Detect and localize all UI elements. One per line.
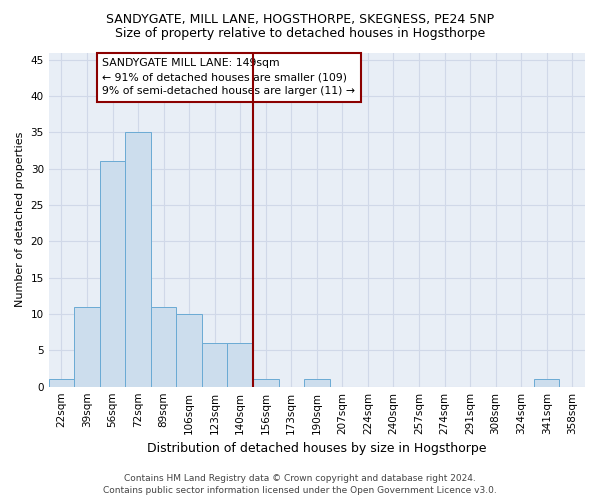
- Bar: [227, 343, 253, 386]
- Bar: [534, 380, 559, 386]
- Bar: [49, 380, 74, 386]
- Text: SANDYGATE MILL LANE: 149sqm
← 91% of detached houses are smaller (109)
9% of sem: SANDYGATE MILL LANE: 149sqm ← 91% of det…: [103, 58, 355, 96]
- Bar: [74, 307, 100, 386]
- Text: SANDYGATE, MILL LANE, HOGSTHORPE, SKEGNESS, PE24 5NP: SANDYGATE, MILL LANE, HOGSTHORPE, SKEGNE…: [106, 12, 494, 26]
- X-axis label: Distribution of detached houses by size in Hogsthorpe: Distribution of detached houses by size …: [147, 442, 487, 455]
- Text: Size of property relative to detached houses in Hogsthorpe: Size of property relative to detached ho…: [115, 28, 485, 40]
- Bar: [176, 314, 202, 386]
- Bar: [151, 307, 176, 386]
- Bar: [100, 162, 125, 386]
- Y-axis label: Number of detached properties: Number of detached properties: [15, 132, 25, 308]
- Bar: [304, 380, 329, 386]
- Bar: [202, 343, 227, 386]
- Bar: [125, 132, 151, 386]
- Text: Contains HM Land Registry data © Crown copyright and database right 2024.
Contai: Contains HM Land Registry data © Crown c…: [103, 474, 497, 495]
- Bar: [253, 380, 278, 386]
